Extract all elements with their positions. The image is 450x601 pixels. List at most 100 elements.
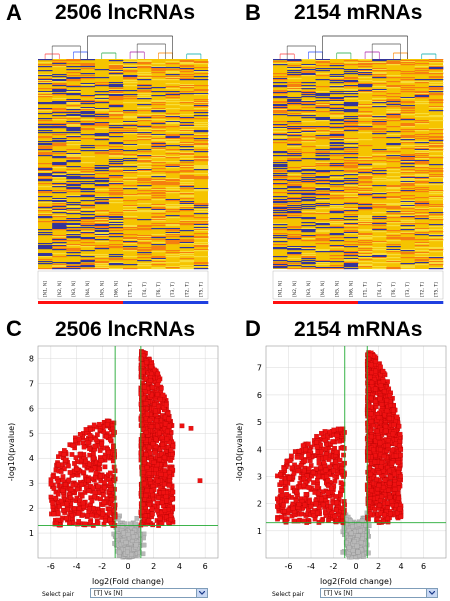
- data-point: [70, 443, 76, 448]
- data-point: [301, 476, 307, 481]
- data-point: [63, 482, 68, 487]
- data-point: [93, 474, 98, 480]
- data-point: [125, 549, 130, 555]
- data-point: [166, 423, 172, 429]
- select-pair-value-c: [T] Vs [N]: [94, 590, 123, 597]
- group-label: group: [210, 303, 215, 304]
- data-point: [188, 425, 194, 431]
- data-point: [284, 492, 289, 497]
- data-point: [380, 379, 386, 384]
- data-point: [327, 429, 332, 435]
- sample-label: [T6, T]: [156, 282, 162, 297]
- heatmap-cells: [38, 59, 209, 270]
- data-point: [381, 485, 386, 490]
- panel-title-a: 2506 lncRNAs: [55, 1, 196, 24]
- y-axis-label: -log10(pvalue): [7, 423, 16, 481]
- data-point: [69, 452, 75, 457]
- data-point: [63, 457, 68, 463]
- x-tick-label: -6: [47, 562, 55, 571]
- x-tick-label: -4: [307, 562, 315, 571]
- data-point: [140, 369, 146, 375]
- data-point: [315, 449, 321, 455]
- sample-label: [N6, N]: [113, 281, 119, 297]
- data-point: [153, 467, 159, 472]
- data-point: [314, 433, 319, 439]
- data-point: [367, 499, 372, 505]
- heatmap-b: [N1, N] [N2, N] [N3, N] [N4, N] [N5, N] [N6, …: [272, 35, 450, 304]
- data-point: [147, 378, 153, 383]
- data-point: [291, 470, 297, 476]
- data-point: [102, 480, 107, 485]
- select-pair-dropdown-c[interactable]: [T] Vs [N]: [90, 588, 208, 598]
- data-point: [53, 520, 59, 526]
- data-point: [313, 466, 319, 472]
- data-point: [398, 452, 403, 458]
- data-point: [157, 397, 163, 402]
- data-point: [334, 432, 340, 438]
- data-point: [169, 496, 175, 501]
- select-pair-dropdown-d[interactable]: [T] Vs [N]: [320, 588, 438, 598]
- data-point: [111, 429, 117, 435]
- data-point: [150, 384, 155, 390]
- data-point: [155, 423, 160, 429]
- data-point: [140, 502, 146, 507]
- data-point: [397, 439, 403, 444]
- data-point: [142, 460, 147, 466]
- data-point: [381, 454, 387, 459]
- data-point: [397, 506, 403, 512]
- data-point: [390, 431, 396, 437]
- data-point: [328, 504, 333, 510]
- data-point: [141, 456, 147, 462]
- data-point: [295, 468, 301, 474]
- data-point: [395, 491, 401, 496]
- data-point: [368, 411, 374, 417]
- data-point: [330, 439, 336, 445]
- data-point: [396, 423, 402, 429]
- data-point: [104, 422, 110, 427]
- data-point: [152, 402, 157, 407]
- data-point: [396, 443, 402, 449]
- data-point: [151, 459, 157, 465]
- data-point: [160, 392, 166, 398]
- data-point: [368, 488, 374, 493]
- data-point: [168, 517, 174, 522]
- data-point: [337, 457, 343, 463]
- data-point: [382, 389, 387, 394]
- data-point: [339, 469, 345, 474]
- x-axis-label: log2(Fold change): [92, 577, 164, 586]
- data-point: [302, 458, 308, 464]
- data-point: [346, 545, 352, 550]
- data-point: [56, 454, 61, 460]
- group-bar-cell: [428, 301, 444, 304]
- data-point: [108, 480, 113, 486]
- data-point: [311, 480, 316, 485]
- heatmap-a: [N1, N] [N2, N] [N3, N] [N4, N] [N5, N] [N6, …: [37, 35, 215, 304]
- sample-label: [N5, N]: [334, 281, 340, 297]
- data-point: [396, 495, 402, 501]
- data-point: [87, 433, 93, 438]
- heatmap-cells: [273, 59, 444, 270]
- data-point: [75, 486, 80, 492]
- chevron-down-icon[interactable]: [196, 589, 207, 597]
- data-point: [338, 492, 343, 498]
- data-point: [396, 480, 402, 486]
- select-pair-value-d: [T] Vs [N]: [324, 590, 353, 597]
- data-point: [368, 471, 373, 477]
- data-point: [85, 440, 91, 446]
- data-point: [101, 492, 106, 498]
- data-point: [92, 490, 98, 495]
- data-point: [333, 459, 339, 465]
- y-tick-label: 8: [29, 354, 34, 363]
- data-point: [301, 483, 307, 488]
- data-point: [379, 460, 385, 465]
- chevron-down-icon[interactable]: [426, 589, 437, 597]
- data-point: [397, 431, 403, 437]
- sample-label: [N1, N]: [43, 281, 49, 297]
- data-point: [386, 416, 392, 421]
- data-point: [387, 468, 392, 474]
- data-point: [283, 479, 288, 485]
- sample-labels: [N1, N] [N2, N] [N3, N] [N4, N] [N5, N] [N6, …: [37, 270, 209, 300]
- data-point: [71, 506, 77, 511]
- data-point: [88, 467, 94, 473]
- group-bar-cell: [386, 301, 401, 304]
